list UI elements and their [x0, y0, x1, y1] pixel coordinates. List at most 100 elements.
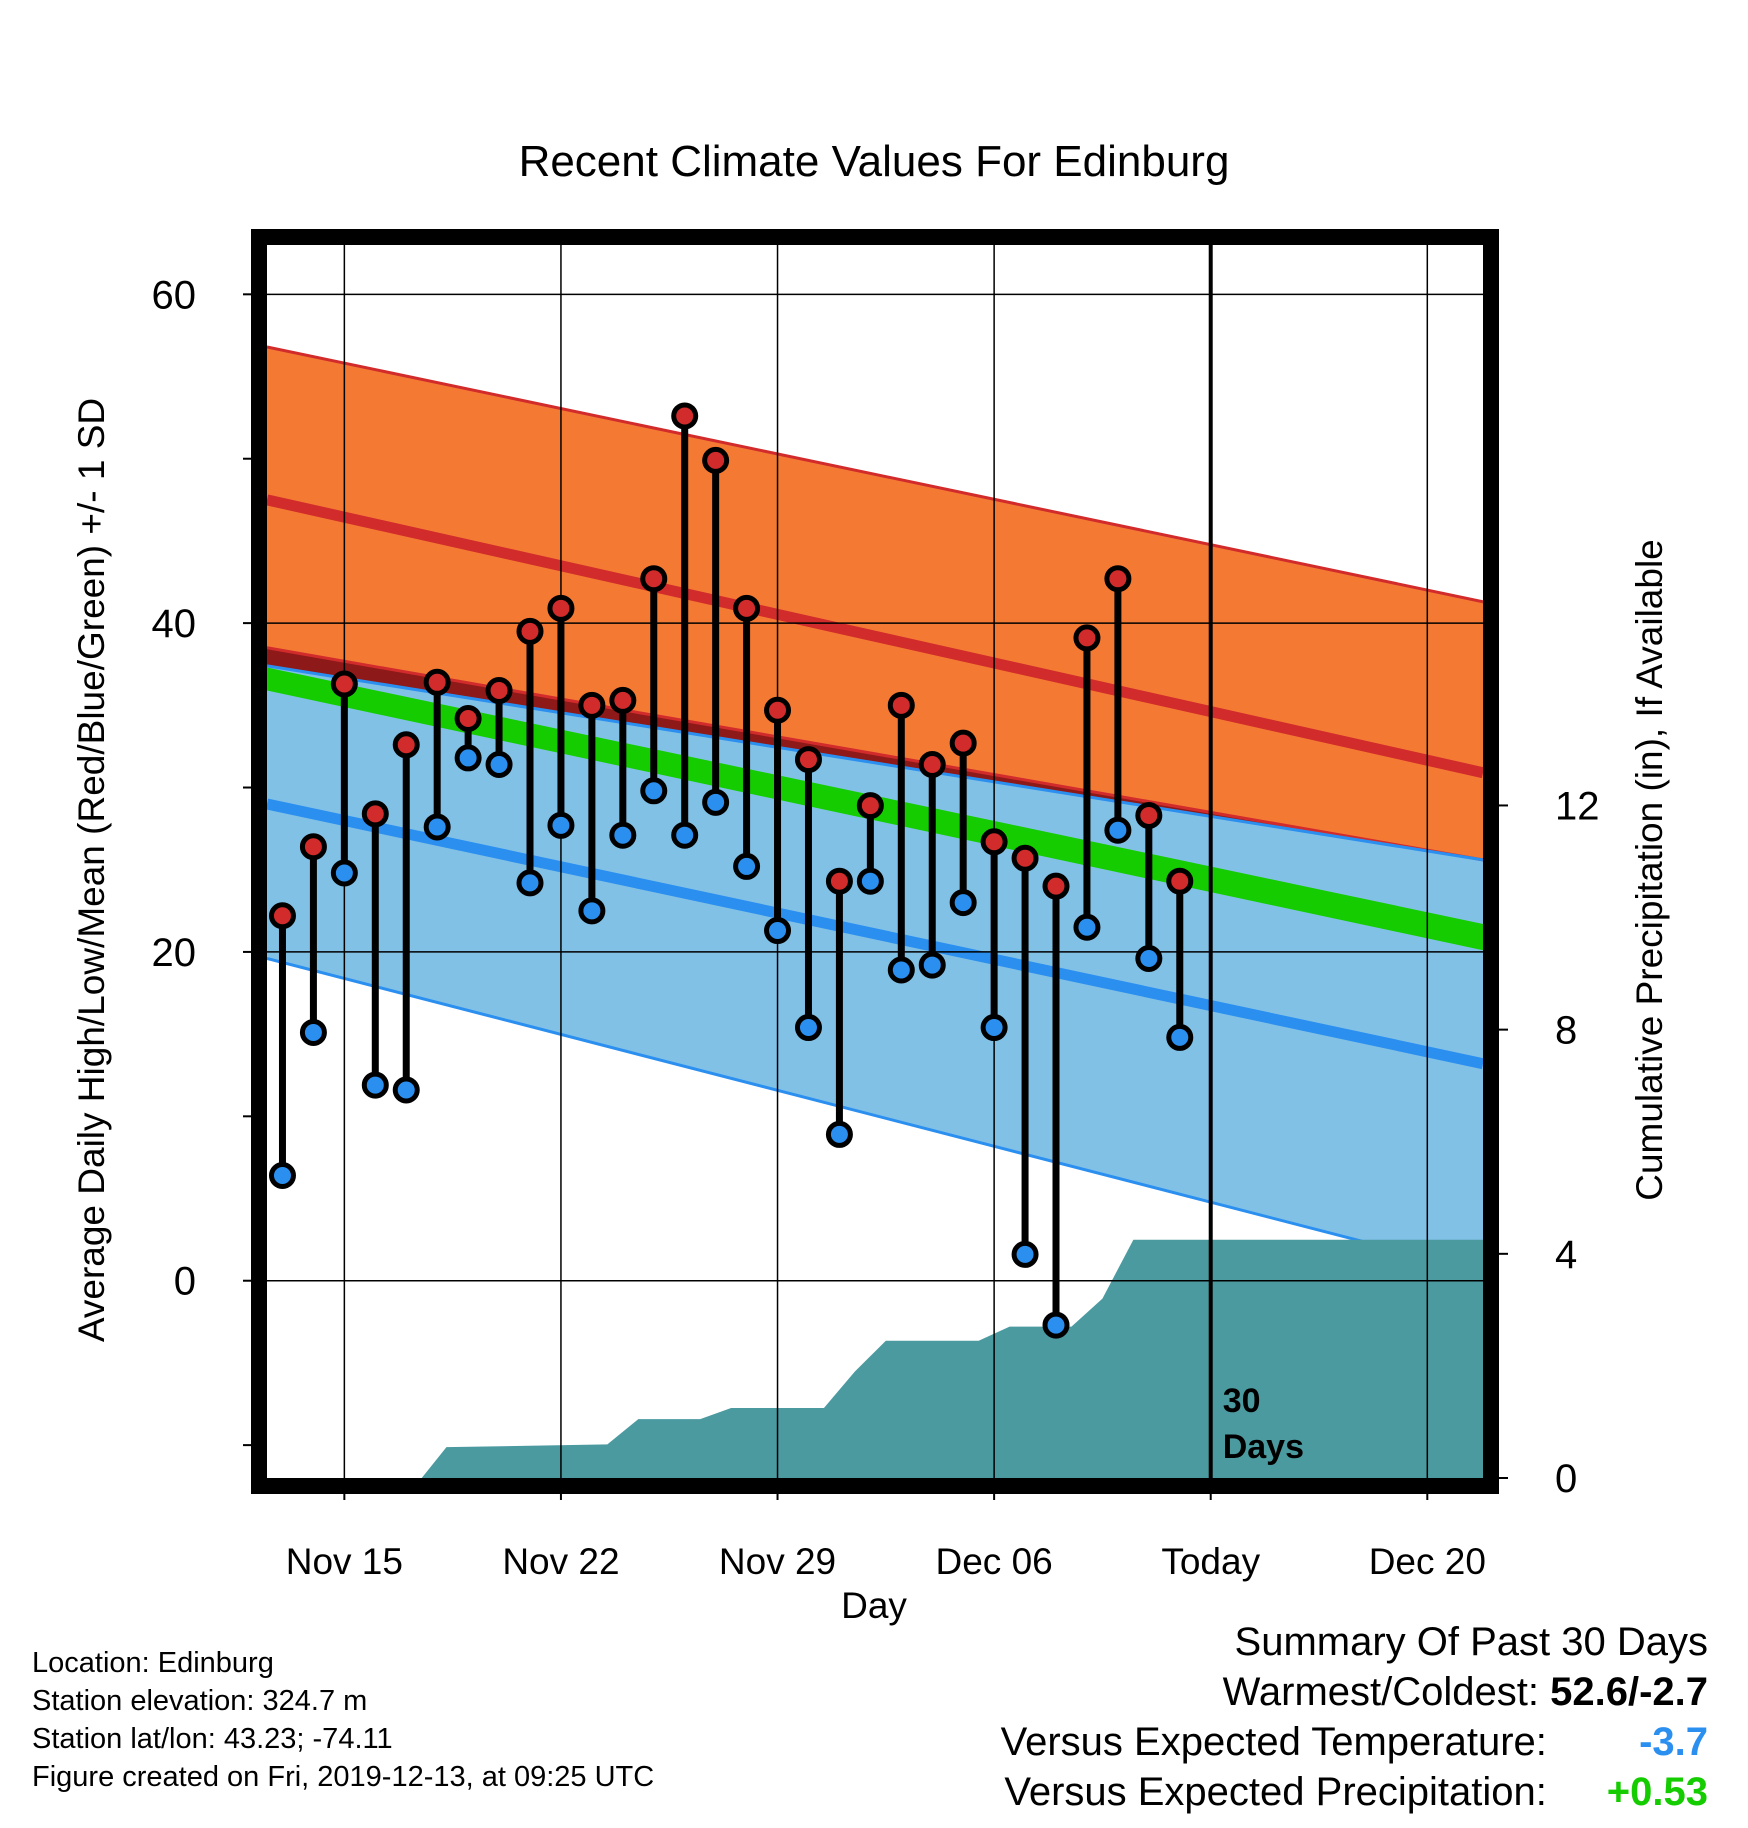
x-tick-label-2: Nov 29	[719, 1541, 836, 1582]
obs-high-marker-23	[980, 828, 1008, 856]
obs-high-marker-19	[856, 792, 884, 820]
obs-low-marker-5	[423, 813, 451, 841]
obs-high-marker-3	[361, 800, 389, 828]
x-tick-label-3: Dec 06	[936, 1541, 1053, 1582]
y-tick-label-2: 40	[152, 602, 197, 646]
obs-low-marker-27	[1104, 816, 1132, 844]
y-axis-label: Average Daily High/Low/Mean (Red/Blue/Gr…	[71, 398, 112, 1342]
temp-value: -3.7	[1639, 1720, 1708, 1764]
obs-low-marker-17	[794, 1014, 822, 1042]
obs-low-marker-26	[1073, 913, 1101, 941]
obs-low-marker-11	[609, 821, 637, 849]
obs-high-marker-21	[918, 751, 946, 779]
obs-high-marker-13	[671, 402, 699, 430]
latlon-text: Station lat/lon: 43.23; -74.11	[32, 1723, 393, 1755]
obs-high-marker-22	[949, 729, 977, 757]
high-upper-line	[267, 345, 1483, 604]
chart-title: Recent Climate Values For Edinburg	[519, 137, 1230, 186]
obs-low-marker-22	[949, 889, 977, 917]
low-normal-line	[267, 798, 1483, 1070]
obs-low-marker-0	[268, 1162, 296, 1190]
summary-panel: Summary Of Past 30 Days Warmest/Coldest:…	[1001, 1617, 1708, 1817]
obs-high-marker-25	[1042, 872, 1070, 900]
obs-low-marker-13	[671, 821, 699, 849]
obs-high-marker-18	[825, 867, 853, 895]
obs-high-marker-15	[733, 594, 761, 622]
obs-low-marker-23	[980, 1014, 1008, 1042]
x-tick-label-4: Today	[1161, 1541, 1260, 1582]
y-tick-label-0: 0	[174, 1260, 196, 1304]
obs-low-marker-29	[1166, 1023, 1194, 1051]
elevation-text: Station elevation: 324.7 m	[32, 1685, 368, 1717]
precip-area	[421, 1239, 1483, 1478]
created-text: Figure created on Fri, 2019-12-13, at 09…	[32, 1761, 655, 1793]
obs-high-marker-11	[609, 686, 637, 714]
obs-low-marker-6	[454, 744, 482, 772]
high-normal-line	[267, 494, 1483, 779]
y2-tick-label-3: 12	[1555, 784, 1600, 828]
obs-high-marker-12	[640, 565, 668, 593]
obs-high-marker-2	[330, 670, 358, 698]
today-days-label-1: Days	[1223, 1428, 1304, 1466]
high-lower-line	[267, 646, 1483, 862]
obs-low-marker-19	[856, 867, 884, 895]
obs-low-marker-18	[825, 1120, 853, 1148]
summary-warmest-coldest: Warmest/Coldest: 52.6/-2.7	[1001, 1667, 1708, 1717]
obs-low-marker-12	[640, 777, 668, 805]
obs-low-marker-25	[1042, 1311, 1070, 1339]
y-tick-label-3: 60	[152, 273, 197, 317]
high-sd-band	[267, 346, 1483, 860]
obs-high-marker-24	[1011, 844, 1039, 872]
plot-clip-group	[267, 245, 1483, 1478]
obs-low-marker-14	[702, 788, 730, 816]
y-tick-label-1: 20	[152, 931, 197, 975]
obs-low-marker-24	[1011, 1240, 1039, 1268]
obs-low-marker-7	[485, 751, 513, 779]
obs-high-marker-14	[702, 446, 730, 474]
obs-high-marker-8	[516, 617, 544, 645]
y2-tick-label-0: 0	[1555, 1457, 1577, 1501]
obs-high-marker-9	[547, 594, 575, 622]
precip-label: Versus Expected Precipitation:	[1004, 1770, 1547, 1814]
location-text: Location: Edinburg	[32, 1647, 274, 1679]
precip-value: +0.53	[1606, 1770, 1708, 1814]
summary-precipitation: Versus Expected Precipitation: +0.53	[1001, 1767, 1708, 1817]
obs-high-marker-26	[1073, 624, 1101, 652]
obs-high-marker-10	[578, 691, 606, 719]
obs-high-marker-7	[485, 677, 513, 705]
x-tick-label-1: Nov 22	[502, 1541, 619, 1582]
low-lower-line	[267, 957, 1483, 1274]
warmest-coldest-value: 52.6/-2.7	[1550, 1670, 1708, 1714]
obs-high-marker-28	[1135, 801, 1163, 829]
obs-low-marker-15	[733, 852, 761, 880]
obs-high-marker-17	[794, 746, 822, 774]
obs-low-marker-21	[918, 951, 946, 979]
obs-low-marker-28	[1135, 944, 1163, 972]
y2-axis-label: Cumulative Precipitation (in), If Availa…	[1629, 539, 1670, 1201]
summary-temperature: Versus Expected Temperature: -3.7	[1001, 1717, 1708, 1767]
obs-high-marker-20	[887, 691, 915, 719]
today-days-label-0: 30	[1223, 1382, 1261, 1420]
obs-high-marker-4	[392, 731, 420, 759]
low-upper-line	[267, 664, 1483, 862]
obs-low-marker-20	[887, 956, 915, 984]
y2-tick-label-1: 4	[1555, 1233, 1577, 1277]
obs-high-marker-5	[423, 668, 451, 696]
warmest-coldest-label: Warmest/Coldest:	[1222, 1670, 1539, 1714]
obs-low-marker-1	[299, 1018, 327, 1046]
obs-low-marker-10	[578, 897, 606, 925]
summary-title: Summary Of Past 30 Days	[1234, 1620, 1708, 1664]
plot-frame	[251, 229, 1499, 1494]
obs-low-marker-16	[764, 917, 792, 945]
x-tick-label-5: Dec 20	[1369, 1541, 1486, 1582]
obs-low-marker-9	[547, 811, 575, 839]
station-info: Location: Edinburg Station elevation: 32…	[32, 1644, 654, 1796]
x-axis-label: Day	[841, 1585, 907, 1626]
x-tick-label-0: Nov 15	[286, 1541, 403, 1582]
y2-tick-label-2: 8	[1555, 1009, 1577, 1053]
temp-label: Versus Expected Temperature:	[1000, 1720, 1547, 1764]
obs-high-marker-1	[299, 833, 327, 861]
obs-low-marker-8	[516, 869, 544, 897]
obs-low-marker-3	[361, 1071, 389, 1099]
